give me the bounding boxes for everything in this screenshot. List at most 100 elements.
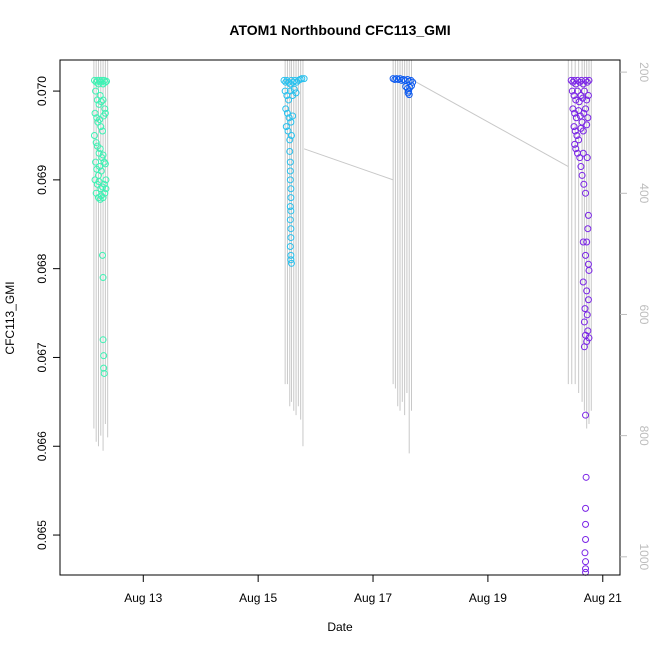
series-2 [280,75,308,267]
data-point [101,189,109,197]
data-point [287,194,295,202]
data-point [97,98,105,106]
data-point [572,145,580,153]
y-tick-label: 0.065 [35,520,49,550]
data-point [577,163,585,171]
data-point [92,158,100,166]
data-point [583,121,591,129]
connector-line [303,148,394,181]
data-point [287,185,295,193]
data-point [580,180,588,188]
data-point [582,520,590,528]
data-point [568,87,576,95]
data-point [584,92,592,100]
data-point [100,352,108,360]
data-point [573,131,581,139]
data-point [100,180,108,188]
data-point [582,411,590,419]
data-point [101,109,109,117]
x-tick-label: Aug 13 [124,591,162,605]
data-point [287,131,295,139]
y-tick-label: 0.066 [35,431,49,461]
data-point [404,89,412,97]
data-point [286,158,294,166]
data-point [100,369,108,377]
data-point [287,256,295,264]
data-point [287,118,295,126]
data-point [285,96,293,104]
series-4 [567,76,593,576]
data-point [300,75,308,83]
data-point [578,171,586,179]
data-point [575,136,583,144]
data-point [571,140,579,148]
data-point [101,105,109,113]
data-point [582,504,590,512]
y2-tick-label: 600 [637,304,650,324]
data-point [573,87,581,95]
data-point [579,127,587,135]
x-axis: Aug 13 Aug 15 Aug 17 Aug 19 Aug 21 [124,574,622,605]
connector-lines [303,79,569,181]
data-point [286,176,294,184]
y2-tick-label: 200 [637,62,650,82]
data-point [287,251,295,259]
data-point [583,96,591,104]
data-point [583,287,591,295]
data-point [96,163,104,171]
data-point [579,278,587,286]
data-point [284,127,292,135]
data-point [291,76,299,84]
data-point [584,225,592,233]
data-point [572,114,580,122]
data-point [100,364,108,372]
data-point [285,114,293,122]
data-point [584,114,592,122]
data-point [287,234,295,242]
data-point [583,238,591,246]
data-point [99,251,107,259]
data-point [99,151,107,159]
data-points [90,75,593,576]
data-point [584,296,592,304]
x-tick-label: Aug 15 [239,591,277,605]
data-point [581,549,589,557]
connector-line [412,79,569,167]
y2-tick-label: 800 [637,426,650,446]
data-point [579,238,587,246]
data-point [405,91,413,99]
y-tick-label: 0.068 [35,253,49,283]
data-point [576,154,584,162]
x-tick-label: Aug 17 [354,591,392,605]
data-point [584,211,592,219]
data-point [290,85,298,93]
data-point [287,207,295,215]
y2-tick-label: 1000 [637,543,650,570]
x-axis-label: Date [327,620,353,634]
data-point [581,305,589,313]
data-point [582,565,590,573]
y-tick-label: 0.067 [35,342,49,372]
data-point [289,112,297,120]
data-point [96,145,104,153]
data-point [286,203,294,211]
data-point [580,343,588,351]
data-point [580,87,588,95]
data-point [407,76,415,84]
data-point [97,185,105,193]
data-point [579,149,587,157]
data-point [409,78,417,86]
data-point [281,87,289,95]
data-point [286,167,294,175]
data-point [99,127,107,135]
data-point [98,76,106,84]
data-point [580,109,588,117]
data-point [92,87,100,95]
data-point [101,78,109,86]
data-point [92,139,100,147]
data-point [572,96,580,104]
data-point [90,76,98,84]
data-point [280,76,288,84]
